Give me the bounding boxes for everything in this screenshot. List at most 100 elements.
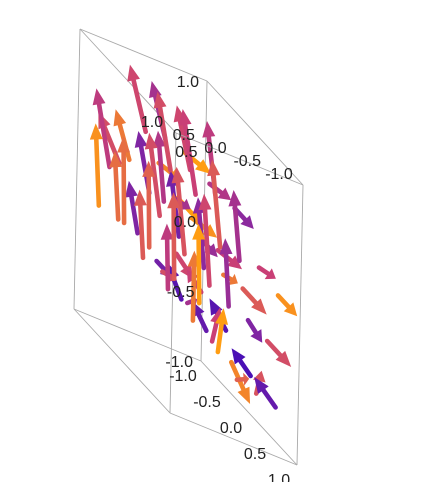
vector-arrow bbox=[133, 189, 147, 261]
x-tick-label: 1.0 bbox=[268, 472, 290, 482]
arrow-head bbox=[92, 88, 106, 106]
arrow-shaft bbox=[215, 321, 224, 355]
vector-arrow bbox=[109, 151, 123, 222]
arrow-head bbox=[237, 386, 251, 404]
arrow-head bbox=[167, 192, 181, 209]
vector-arrow bbox=[245, 317, 263, 343]
vector-arrow bbox=[192, 223, 206, 306]
arrow-head bbox=[125, 180, 138, 198]
arrow-head bbox=[243, 372, 250, 386]
vector-arrow bbox=[215, 308, 229, 355]
x-tick-label: -1.0 bbox=[169, 368, 197, 385]
arrow-head bbox=[228, 273, 238, 286]
arrow-shaft bbox=[232, 203, 242, 264]
arrow-shaft bbox=[229, 359, 246, 392]
arrow-shaft bbox=[261, 387, 278, 410]
arrow-shaft bbox=[129, 194, 140, 236]
arrow-head bbox=[133, 189, 147, 206]
arrow-shaft bbox=[202, 207, 212, 288]
arrow-shaft bbox=[131, 77, 148, 135]
vector-arrow bbox=[167, 192, 181, 282]
arrow-shaft bbox=[182, 122, 198, 197]
arrow-head bbox=[160, 223, 174, 240]
z-tick-label: 1.0 bbox=[177, 74, 199, 91]
vector-arrow bbox=[153, 91, 173, 173]
arrow-shaft bbox=[237, 358, 253, 379]
arrow-shaft bbox=[196, 237, 202, 306]
z-tick-label: 0.5 bbox=[175, 144, 197, 161]
arrow-head bbox=[240, 215, 254, 229]
box-edge bbox=[200, 360, 298, 466]
vector-arrow bbox=[228, 190, 242, 264]
box-edge bbox=[169, 412, 298, 466]
box-edge bbox=[73, 308, 202, 362]
vector-arrow bbox=[152, 130, 167, 204]
arrow-shaft bbox=[164, 237, 171, 292]
y-tick-label: -1.0 bbox=[265, 166, 293, 183]
vector-arrow bbox=[160, 223, 174, 292]
arrow-shaft bbox=[196, 312, 209, 334]
arrow-shaft bbox=[211, 173, 223, 250]
vector-arrow bbox=[125, 180, 140, 236]
vector-arrow bbox=[198, 193, 212, 288]
arrow-shaft bbox=[245, 317, 259, 335]
arrow-head bbox=[283, 302, 298, 317]
box-edge bbox=[73, 28, 81, 310]
vector-arrow bbox=[264, 338, 292, 367]
arrow-shaft bbox=[175, 180, 187, 257]
arrow-head bbox=[153, 91, 167, 109]
vector-arrow bbox=[231, 348, 253, 379]
arrow-shaft bbox=[234, 376, 246, 383]
arrow-head bbox=[134, 131, 148, 148]
box-edge bbox=[79, 28, 208, 82]
vector-arrow bbox=[254, 377, 278, 410]
arrow-head bbox=[144, 132, 158, 150]
arrow-head bbox=[198, 193, 212, 211]
arrow-shaft bbox=[94, 137, 102, 208]
z-tick-label: -1.0 bbox=[165, 354, 193, 371]
box-edge bbox=[73, 308, 171, 414]
arrow-head bbox=[142, 160, 156, 177]
arrow-head bbox=[178, 109, 192, 126]
vector-arrow bbox=[234, 372, 250, 386]
y-tick-label: 0.0 bbox=[204, 140, 226, 157]
arrow-head bbox=[215, 308, 229, 325]
vector-arrow bbox=[207, 159, 223, 250]
arrow-head bbox=[219, 238, 233, 255]
arrow-shaft bbox=[148, 146, 162, 219]
y-tick-label: 1.0 bbox=[141, 114, 163, 131]
arrow-head bbox=[192, 223, 206, 240]
arrow-shaft bbox=[96, 101, 112, 170]
z-tick-label: -0.5 bbox=[167, 284, 195, 301]
arrow-shaft bbox=[174, 251, 188, 270]
x-tick-label: 0.5 bbox=[244, 446, 266, 463]
arrow-shaft bbox=[275, 293, 291, 310]
arrow-head bbox=[89, 123, 103, 140]
vector-arrow bbox=[229, 359, 251, 404]
vector-arrow bbox=[178, 109, 198, 197]
arrow-head bbox=[228, 190, 242, 207]
vector-arrow bbox=[240, 286, 267, 315]
vector-arrow bbox=[92, 88, 112, 170]
vector-arrow bbox=[142, 160, 156, 250]
y-tick-label: 0.5 bbox=[173, 127, 195, 144]
arrow-head bbox=[254, 377, 269, 394]
y-tick-label: -0.5 bbox=[233, 153, 261, 170]
arrow-shaft bbox=[209, 320, 219, 344]
arrow-shaft bbox=[157, 144, 167, 204]
arrow-shaft bbox=[264, 338, 283, 358]
arrow-head bbox=[207, 159, 221, 177]
arrow-head bbox=[217, 187, 232, 201]
arrow-shaft bbox=[170, 275, 184, 302]
vector-arrows bbox=[89, 64, 298, 410]
arrow-head bbox=[264, 268, 276, 280]
vector-arrow bbox=[275, 293, 298, 317]
arrow-head bbox=[171, 166, 185, 184]
arrow-head bbox=[113, 109, 127, 127]
arrow-head bbox=[250, 329, 263, 343]
arrow-head bbox=[117, 136, 131, 153]
arrow-head bbox=[195, 159, 212, 174]
arrow-shaft bbox=[190, 264, 197, 323]
arrow-head bbox=[275, 350, 292, 367]
arrow-shaft bbox=[256, 265, 271, 277]
